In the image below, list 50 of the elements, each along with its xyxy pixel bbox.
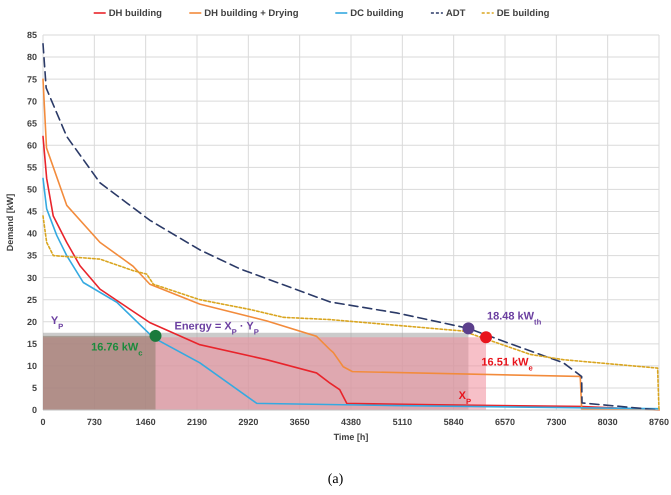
x-tick-label: 5110: [392, 417, 412, 427]
y-tick-label: 80: [26, 52, 37, 62]
legend-label: ADT: [446, 8, 466, 19]
line-series: [42, 215, 660, 411]
y-tick-label: 20: [26, 316, 37, 327]
x-tick-label: 2190: [186, 417, 208, 427]
annotation: 16.76 kW$_{c}$: [91, 341, 144, 357]
x-tick-label: 6570: [494, 417, 516, 427]
point: [480, 331, 492, 344]
x-tick-label: 5840: [444, 417, 464, 427]
x-tick-label: 3650: [290, 417, 310, 427]
x-tick-label: 8030: [598, 417, 618, 427]
annotation: Energy = X$_{P}$ · Y$_{P}$: [174, 320, 259, 336]
y-tick-label: 35: [26, 250, 37, 261]
point: [462, 322, 474, 334]
y-tick-label: 50: [26, 184, 37, 195]
annotation: Y$_{P}$: [50, 314, 64, 330]
y-tick-label: 5: [32, 383, 37, 394]
point: [150, 330, 162, 342]
x-tick-label: 1460: [136, 417, 156, 427]
y-tick-label: 65: [26, 118, 37, 128]
y-tick-label: 10: [26, 361, 37, 372]
x-tick-label: 0: [40, 417, 46, 427]
annotation: 18.48 kW$_{th}$: [486, 310, 542, 326]
y-tick-label: 45: [26, 206, 37, 217]
y-axis-title: Demand [kW]: [5, 194, 15, 252]
x-tick-label: 730: [86, 417, 102, 427]
x-tick-label: 8760: [648, 417, 670, 427]
x-axis-title: Time [h]: [334, 432, 368, 442]
annotation: 16.51 kW$_{e}$: [481, 356, 534, 372]
y-tick-label: 0: [32, 405, 37, 416]
y-tick-label: 55: [26, 162, 37, 173]
x-tick-label: 7300: [546, 417, 566, 427]
y-tick-label: 15: [26, 338, 37, 349]
y-tick-label: 70: [26, 96, 37, 106]
x-tick-label: 4380: [340, 417, 362, 427]
y-tick-label: 30: [26, 272, 37, 283]
y-tick-label: 60: [26, 140, 37, 150]
x-tick-label: 2920: [238, 417, 258, 427]
line-series: [42, 178, 660, 410]
text: (a): [328, 472, 344, 487]
y-tick-label: 25: [26, 294, 37, 305]
legend-label: DE building: [496, 8, 550, 19]
legend-label: DH building + Drying: [204, 8, 299, 19]
y-tick-label: 75: [26, 74, 37, 84]
legend-label: DH building: [108, 8, 162, 19]
legend-label: DC building: [350, 8, 404, 19]
y-tick-label: 40: [26, 228, 37, 239]
annotation: X$_{P}$: [458, 390, 472, 406]
y-tick-label: 85: [26, 30, 37, 40]
